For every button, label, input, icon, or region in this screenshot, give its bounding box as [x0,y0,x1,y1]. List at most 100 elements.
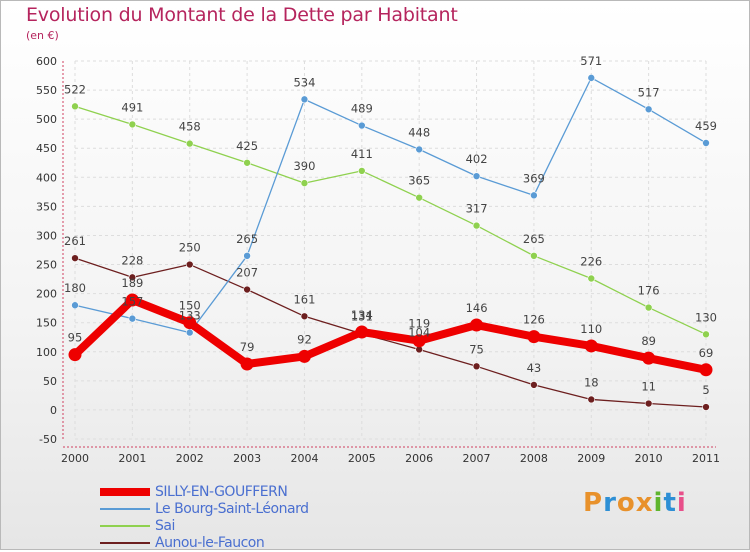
data-label: 228 [121,253,143,267]
y-tick-label: 350 [36,200,57,213]
logo-letter: o [616,488,636,518]
chart-title: Evolution du Montant de la Dette par Hab… [26,4,458,26]
y-tick-label: 200 [36,288,57,301]
data-point [584,339,598,353]
data-label: 119 [408,317,430,331]
data-point [415,193,423,202]
x-tick-label: 2001 [118,452,146,465]
logo-letter: t [663,488,677,518]
x-tick-label: 2004 [290,452,318,465]
x-tick-label: 2006 [405,452,433,465]
data-point [587,74,596,82]
data-label: 517 [638,85,660,99]
logo-letter: i [676,488,687,518]
data-label: 189 [121,276,143,290]
data-label: 226 [580,254,602,268]
data-label: 491 [121,100,143,114]
logo-letter: P [583,488,604,518]
data-point [243,285,251,294]
data-point [530,252,538,260]
y-tick-label: 400 [36,171,57,184]
series-line [74,77,707,334]
data-point [644,105,653,114]
data-label: 369 [523,171,545,185]
x-tick-label: 2009 [577,452,605,465]
data-point [68,348,82,362]
data-label: 265 [236,232,258,246]
data-label: 92 [297,332,312,346]
data-label: 130 [695,310,717,324]
data-label: 146 [466,301,488,315]
legend-swatch [100,488,150,496]
data-point [415,145,423,154]
data-label: 459 [695,119,717,133]
data-label: 95 [68,331,83,345]
data-point [472,362,481,371]
data-label: 390 [293,159,315,173]
data-point [527,330,541,344]
data-label: 133 [179,309,201,323]
x-tick-label: 2000 [61,452,89,465]
data-label: 458 [179,120,201,134]
series-line [71,296,710,374]
data-label: 110 [580,322,602,336]
data-label: 176 [638,284,660,298]
data-label: 365 [408,174,430,188]
data-label: 79 [240,340,255,354]
data-point [128,314,137,323]
data-point [71,301,79,310]
series-line [74,105,707,335]
data-point [702,330,710,339]
data-point [530,381,538,389]
data-label: 89 [641,334,656,348]
data-point [699,363,713,377]
data-label: 571 [580,54,602,68]
y-tick-label: -50 [39,433,57,446]
data-label: 534 [293,75,315,89]
data-label: 522 [64,82,86,96]
data-label: 425 [236,139,258,153]
data-label: 261 [64,234,86,248]
legend-swatch [100,508,150,510]
data-label: 411 [351,147,373,161]
legend-label: Le Bourg-Saint-Léonard [155,501,309,517]
data-point [472,172,481,180]
data-point [702,403,710,411]
data-point [297,349,311,363]
data-point [128,273,137,282]
data-label: 161 [293,292,315,306]
x-tick-label: 2003 [233,452,261,465]
data-point [587,395,596,404]
x-tick-label: 2010 [635,452,663,465]
x-tick-label: 2002 [176,452,204,465]
data-point [472,221,481,230]
data-point [412,334,426,348]
logo-letter: r [603,488,617,518]
data-point [300,95,309,104]
x-tick-label: 2011 [692,452,720,465]
data-label: 43 [527,361,542,375]
data-label: 18 [584,375,599,389]
data-label: 448 [408,125,430,139]
data-point [642,351,656,365]
y-tick-label: 250 [36,259,57,272]
data-point [355,325,369,339]
legend-label: SILLY-EN-GOUFFERN [155,484,288,500]
series-line [74,257,707,408]
data-point [300,312,309,321]
data-label: 131 [351,310,373,324]
y-tick-label: 550 [36,84,57,97]
data-point [183,316,197,330]
y-tick-label: 100 [36,346,57,359]
data-label: 150 [179,299,201,313]
data-label: 489 [351,102,373,116]
x-tick-label: 2005 [348,452,376,465]
data-point [530,191,538,200]
data-point [240,357,254,371]
data-label: 317 [466,202,488,216]
data-label: 11 [641,380,656,394]
y-tick-label: 50 [43,375,57,388]
legend-swatch [100,525,150,527]
data-point [125,293,139,307]
